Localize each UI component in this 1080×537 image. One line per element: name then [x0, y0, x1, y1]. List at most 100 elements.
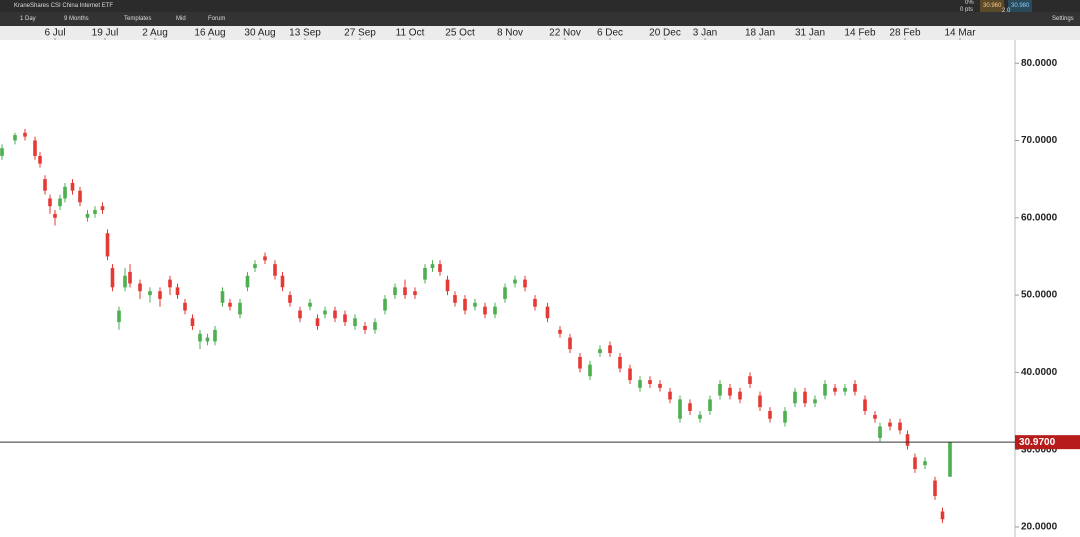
candle-body [110, 268, 115, 288]
candle-body [253, 264, 257, 269]
candle-body [220, 291, 225, 303]
x-tick-label: 16 Aug [194, 28, 225, 39]
x-tick-label: 8 Nov [497, 28, 523, 39]
candle-body [445, 279, 450, 292]
candle-body [138, 283, 142, 292]
candle-body [923, 461, 927, 466]
candle-body [105, 233, 110, 257]
candle-body [545, 306, 550, 319]
instrument-name[interactable]: KraneShares CSI China Internet ETF [14, 3, 114, 9]
candle-body [308, 302, 312, 307]
candle-body [648, 380, 652, 384]
x-tick-label: 22 Nov [549, 28, 581, 39]
spread: 2.0 [1002, 8, 1011, 14]
candle-body [728, 387, 732, 396]
candle-body [383, 298, 387, 311]
y-tick-label: 20.0000 [1021, 522, 1058, 533]
title-bar: KraneShares CSI China Internet ETF 0% 0 … [0, 0, 1080, 14]
x-tick-label: 28 Feb [889, 28, 921, 39]
forum-button[interactable]: Forum [208, 16, 226, 22]
candle-body [638, 380, 642, 388]
candle-body [190, 318, 195, 326]
candle-body [813, 399, 817, 404]
candle-body [353, 318, 357, 326]
candle-body [158, 291, 162, 299]
templates-button[interactable]: Templates [124, 16, 152, 22]
candle-body [568, 337, 572, 350]
candle-body [430, 264, 435, 269]
x-tick-label: 27 Sep [344, 28, 376, 39]
candle-body [403, 287, 407, 296]
candle-body [148, 291, 152, 296]
candle-body [363, 325, 367, 330]
candle-body [823, 383, 827, 396]
settings-button[interactable]: Settings [1052, 16, 1074, 22]
candle-body [578, 356, 582, 369]
candle-body [878, 426, 882, 439]
candle-body [483, 306, 487, 315]
candle-body [323, 310, 327, 315]
candle-body [263, 256, 267, 261]
y-tick-label: 30.0000 [1021, 444, 1058, 455]
x-tick-label: 13 Sep [289, 28, 321, 39]
candle-body [738, 391, 742, 400]
range-select[interactable]: 9 Months [64, 16, 89, 22]
candle-body [423, 268, 427, 280]
candle-body [63, 186, 67, 199]
chart: 6 Jul 19 Jul 2 Aug 16 Aug 30 Aug 13 Sep 27 Sep… [0, 26, 1080, 537]
candle-body [863, 399, 867, 412]
candle-body [473, 302, 477, 307]
candle-body [698, 414, 702, 419]
candle-body [768, 411, 772, 419]
bid-price[interactable]: 30.960 [980, 0, 1005, 12]
candle-body [608, 345, 612, 354]
candle-body [128, 271, 132, 284]
candle-body [333, 310, 337, 319]
last-price-label: 30.9700 [1019, 437, 1056, 448]
candle-body [245, 275, 250, 288]
candle-body [708, 399, 712, 412]
candle-body [438, 264, 442, 272]
change-pts: 0 pts [960, 7, 974, 13]
candle-body [453, 295, 457, 303]
candle-body [48, 198, 52, 207]
ask-price[interactable]: 30.980 [1008, 0, 1033, 12]
candle-body [948, 442, 952, 477]
candle-body [843, 387, 847, 392]
candle-body [298, 310, 302, 319]
candle-body [373, 322, 377, 330]
x-tick-label: 18 Jan [745, 28, 775, 39]
candle-body [273, 264, 277, 276]
candle-body [523, 279, 527, 288]
interval-select[interactable]: 1 Day [20, 16, 36, 22]
toolbar: 1 Day 9 Months Templates Mid Forum Setti… [0, 12, 1080, 26]
candle-body [238, 302, 242, 315]
candle-body [43, 179, 47, 191]
candle-body [888, 422, 892, 427]
y-tick-label: 50.0000 [1021, 290, 1058, 301]
x-tick-label: 6 Jul [44, 28, 65, 39]
x-tick-label: 6 Dec [597, 28, 623, 39]
candle-body [618, 356, 622, 369]
candle-body [933, 480, 937, 497]
candle-body [783, 411, 787, 423]
candle-body [833, 387, 837, 392]
candle-body [58, 198, 62, 207]
candle-body [413, 291, 417, 296]
candle-body [38, 155, 42, 164]
candle-body [23, 132, 27, 137]
candle-body [117, 310, 121, 323]
candle-body [873, 414, 877, 419]
x-tick-label: 3 Jan [693, 28, 717, 39]
candle-body [78, 190, 82, 203]
y-tick-label: 60.0000 [1021, 212, 1058, 223]
candle-body [175, 287, 180, 296]
price-type-button[interactable]: Mid [176, 16, 186, 22]
x-tick-label: 2 Aug [142, 28, 168, 39]
candle-body [53, 213, 57, 218]
candle-body [0, 148, 4, 156]
candle-body [668, 391, 672, 400]
candle-body [533, 298, 537, 307]
candle-body [898, 422, 902, 431]
candle-body [513, 279, 517, 284]
